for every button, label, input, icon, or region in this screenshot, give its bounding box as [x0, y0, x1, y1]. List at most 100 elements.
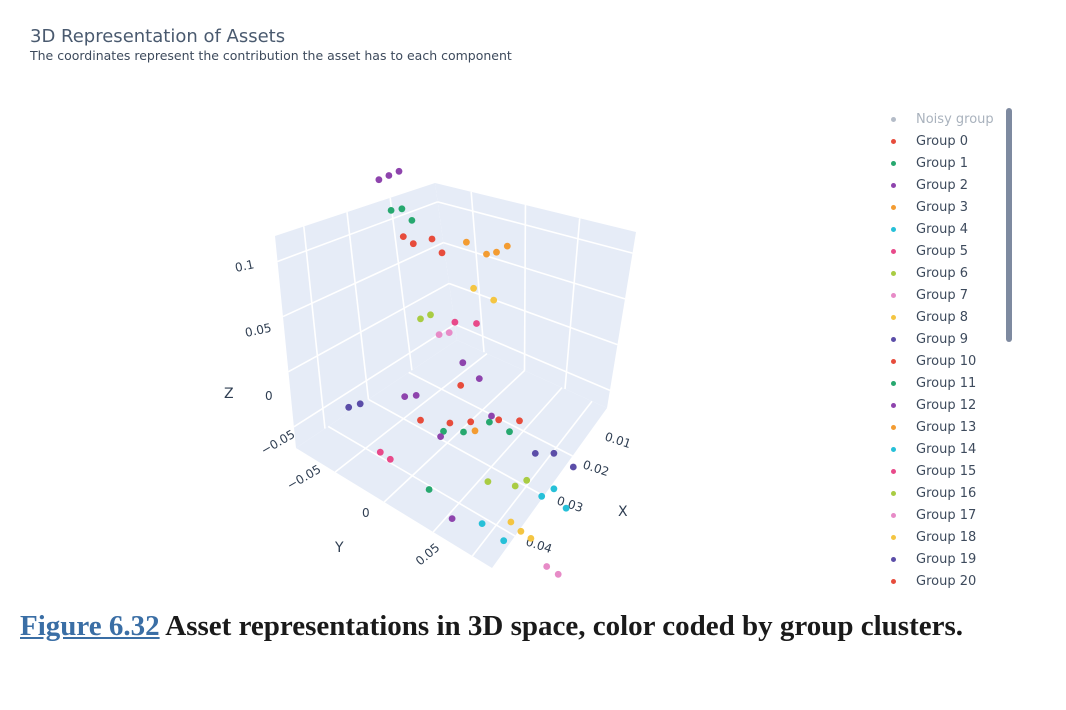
- legend-marker-icon: [891, 138, 896, 144]
- legend-label: Group 15: [916, 463, 977, 479]
- data-point: [446, 419, 454, 427]
- data-point: [386, 455, 394, 463]
- legend-marker-icon: [891, 314, 896, 320]
- legend-item[interactable]: Group 9: [882, 328, 968, 350]
- legend-marker-icon: [891, 556, 896, 562]
- z-tick-label: 0.1: [234, 257, 256, 275]
- data-point: [490, 296, 498, 304]
- data-point: [401, 393, 409, 400]
- legend-item[interactable]: Group 3: [882, 196, 968, 218]
- data-point: [457, 382, 465, 389]
- x-gridline-wall: [470, 191, 485, 353]
- x-gridline-floor: [471, 400, 593, 557]
- figure-ref-link[interactable]: Figure 6.32: [20, 610, 160, 642]
- data-point: [409, 240, 417, 248]
- data-point: [448, 515, 456, 522]
- z-tick-label: 0: [265, 389, 273, 403]
- legend-item[interactable]: Group 5: [882, 240, 968, 262]
- chart-title: 3D Representation of Assets: [30, 26, 286, 47]
- legend-item[interactable]: Group 20: [882, 570, 976, 592]
- legend-marker-icon: [891, 182, 896, 188]
- data-point: [543, 563, 551, 570]
- data-point: [412, 392, 420, 399]
- data-point: [554, 570, 562, 578]
- y-gridline-wall: [303, 226, 326, 429]
- z-gridline-right: [443, 241, 626, 300]
- legend-item[interactable]: Group 18: [882, 526, 976, 548]
- legend-item[interactable]: Group 11: [882, 372, 976, 394]
- legend-item[interactable]: Group 14: [882, 438, 976, 460]
- legend-item[interactable]: Group 10: [882, 350, 976, 372]
- y-gridline-floor: [368, 398, 545, 497]
- legend-marker-icon: [891, 380, 896, 386]
- legend-label: Group 14: [916, 441, 977, 457]
- legend-label: Group 0: [916, 133, 968, 149]
- legend-item[interactable]: Group 6: [882, 262, 968, 284]
- legend-marker-icon: [891, 270, 896, 276]
- legend-item[interactable]: Group 17: [882, 504, 976, 526]
- legend-marker-icon: [891, 358, 896, 364]
- legend-item[interactable]: Group 7: [882, 284, 968, 306]
- data-point: [527, 535, 535, 542]
- legend-marker-icon: [891, 292, 896, 298]
- legend-item[interactable]: Group 19: [882, 548, 976, 570]
- data-point: [538, 492, 546, 500]
- y-tick-label: 0: [362, 506, 370, 520]
- legend: Noisy group Group 0 Group 1 Group 2 Group 3 G…: [882, 108, 1012, 590]
- x-gridline-floor: [334, 352, 488, 473]
- legend-label: Group 9: [916, 331, 968, 347]
- scatter-3d-plot[interactable]: 0.10.050−0.05 0.010.020.030.04−0.0500.05 …: [0, 0, 870, 600]
- data-point: [495, 416, 503, 424]
- data-point: [375, 176, 383, 184]
- legend-item[interactable]: Group 4: [882, 218, 968, 240]
- chart-subtitle: The coordinates represent the contributi…: [30, 48, 512, 63]
- data-point: [486, 418, 493, 426]
- data-point: [417, 416, 424, 424]
- legend-marker-icon: [891, 512, 896, 518]
- z-gridline-right: [454, 323, 611, 392]
- data-point: [503, 242, 511, 250]
- x-tick-label: 0.01: [603, 430, 633, 452]
- legend-marker-icon: [891, 248, 896, 254]
- figure-caption: Figure 6.32 Asset representations in 3D …: [20, 608, 1024, 644]
- data-point: [478, 520, 486, 527]
- legend-item[interactable]: Group 1: [882, 152, 968, 174]
- legend-item[interactable]: Group 15: [882, 460, 976, 482]
- legend-marker-icon: [891, 534, 896, 540]
- legend-label: Group 1: [916, 155, 968, 171]
- z-tick-label: 0.05: [244, 321, 273, 340]
- data-point: [463, 238, 470, 246]
- legend-marker-icon: [891, 446, 896, 452]
- x-gridline-floor: [383, 370, 526, 503]
- data-point: [483, 250, 490, 258]
- data-point: [376, 448, 384, 456]
- legend-item[interactable]: Group 2: [882, 174, 968, 196]
- legend-marker-icon: [891, 204, 896, 210]
- legend-item[interactable]: Group 8: [882, 306, 968, 328]
- data-point: [507, 518, 515, 526]
- data-point: [425, 486, 433, 493]
- data-point: [484, 478, 492, 485]
- data-point: [385, 172, 393, 179]
- data-point: [356, 400, 364, 408]
- legend-marker-icon: [891, 116, 896, 122]
- data-point: [417, 315, 424, 323]
- data-point: [440, 427, 447, 435]
- legend-label: Group 13: [916, 419, 977, 435]
- y-gridline-wall: [346, 212, 370, 400]
- data-point: [473, 320, 480, 327]
- data-point: [345, 403, 353, 411]
- legend-scrollbar[interactable]: [1006, 108, 1012, 342]
- legend-item[interactable]: Group 0: [882, 130, 968, 152]
- legend-item[interactable]: Group 12: [882, 394, 976, 416]
- legend-item[interactable]: Noisy group: [882, 108, 994, 130]
- legend-item[interactable]: Group 13: [882, 416, 976, 438]
- z-gridline-left: [288, 282, 450, 373]
- legend-item[interactable]: Group 16: [882, 482, 976, 504]
- caption-text: Asset representations in 3D space, color…: [159, 610, 964, 642]
- legend-label: Group 16: [916, 485, 977, 501]
- data-point: [467, 418, 475, 426]
- data-point: [531, 450, 539, 457]
- legend-marker-icon: [891, 160, 896, 166]
- legend-label: Group 10: [916, 353, 977, 369]
